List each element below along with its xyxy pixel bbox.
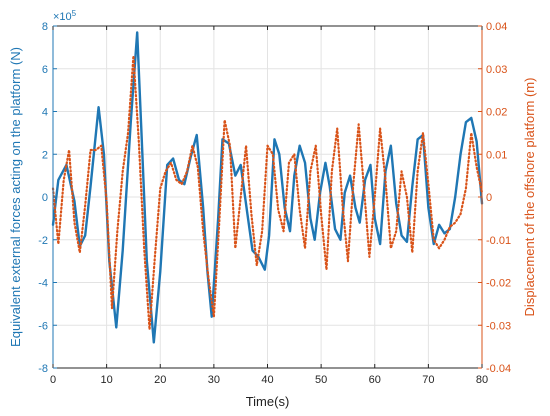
x-tick-label-7: 70 xyxy=(422,374,434,386)
y-right-tick-label-3: -0.01 xyxy=(486,235,511,247)
y-left-tick-label-5: 2 xyxy=(42,149,48,161)
y-right-tick-label-2: -0.02 xyxy=(486,278,511,290)
y-right-tick-label-7: 0.03 xyxy=(486,64,507,76)
y-left-tick-label-3: -2 xyxy=(38,235,48,247)
axes: 0 10 20 30 40 50 60 70 80 -8 -6 -4 -2 0 2 4 6 8 -0.04 -0.03… xyxy=(38,21,511,386)
left-exponent-power: 5 xyxy=(72,9,77,18)
y-right-tick-label-5: 0.01 xyxy=(486,149,507,161)
left-exponent-label: ×105 xyxy=(53,9,77,23)
y-left-tick-label-4: 0 xyxy=(42,192,48,204)
y-right-tick-label-8: 0.04 xyxy=(486,21,507,33)
y-axis-right-label: Displacement of the offshore platform (m… xyxy=(522,78,537,317)
y-left-tick-label-2: -4 xyxy=(38,278,48,290)
x-tick-label-5: 50 xyxy=(315,374,327,386)
y-left-tick-label-6: 4 xyxy=(42,107,48,119)
displacement-series-line xyxy=(51,54,484,331)
left-exponent-base: ×10 xyxy=(53,11,72,23)
x-tick-label-3: 30 xyxy=(208,374,220,386)
y-left-tick-label-1: -6 xyxy=(38,320,48,332)
x-tick-label-0: 0 xyxy=(50,374,56,386)
x-tick-label-4: 40 xyxy=(261,374,273,386)
x-tick-label-2: 20 xyxy=(154,374,166,386)
series-layer xyxy=(51,31,484,344)
y-left-tick-label-8: 8 xyxy=(42,21,48,33)
y-right-tick-label-4: 0 xyxy=(486,192,492,204)
y-right-tick-label-0: -0.04 xyxy=(486,363,511,375)
y-left-tick-label-0: -8 xyxy=(38,363,48,375)
x-axis-label: Time(s) xyxy=(246,394,290,409)
y-left-tick-label-7: 6 xyxy=(42,64,48,76)
y-right-tick-label-1: -0.03 xyxy=(486,320,511,332)
x-tick-label-1: 10 xyxy=(101,374,113,386)
x-tick-label-8: 80 xyxy=(476,374,488,386)
y-right-tick-label-6: 0.02 xyxy=(486,107,507,119)
force-series-line xyxy=(51,31,484,344)
y-axis-left-label: Equivalent external forces acting on the… xyxy=(8,47,23,347)
x-tick-label-6: 60 xyxy=(369,374,381,386)
